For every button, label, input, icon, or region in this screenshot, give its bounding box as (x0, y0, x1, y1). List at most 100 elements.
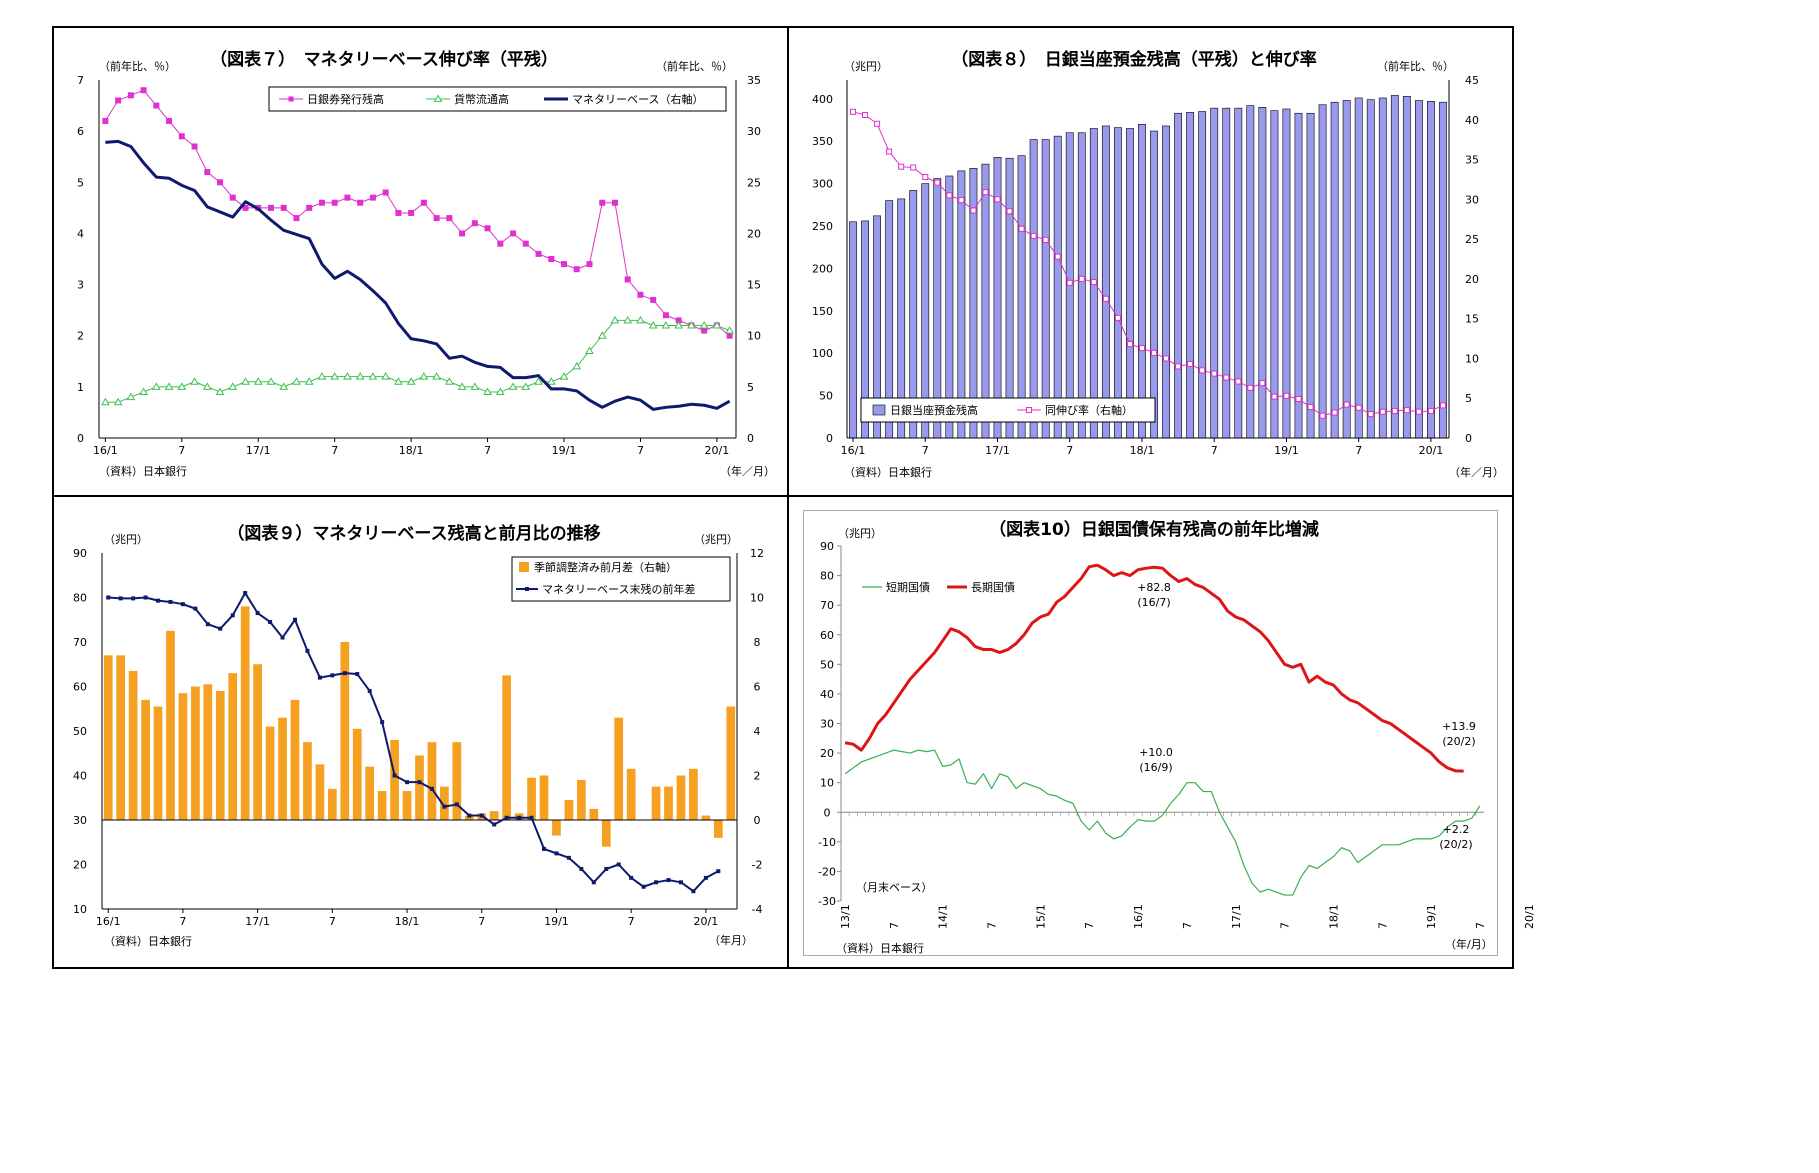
y-tick-label: 0 (77, 432, 84, 445)
fig8-point (982, 189, 989, 196)
y-tick-label: 10 (820, 777, 834, 790)
fig8-point (1415, 408, 1422, 415)
fig9-bar (427, 742, 437, 820)
y-tick-label: 300 (812, 178, 833, 191)
fig7-point (280, 204, 287, 211)
fig10-annotation-date: (20/2) (1439, 838, 1472, 851)
fig7-point (495, 387, 505, 395)
fig10-series-line-1 (844, 563, 1464, 773)
fig8-legend-marker (1026, 407, 1032, 413)
fig8-point (874, 120, 881, 127)
fig7-point (522, 240, 529, 247)
fig9-bar (141, 699, 150, 820)
fig8-point (1102, 295, 1109, 302)
fig7-point (699, 320, 709, 329)
fig7-legend-marker (288, 96, 294, 102)
x-tick-label: 7 (1211, 444, 1218, 457)
y-tick-label: 20 (747, 227, 761, 240)
fig9-point (355, 672, 360, 677)
fig7-point (623, 315, 633, 324)
fig8-point (922, 174, 929, 181)
fig7-point (701, 327, 708, 334)
fig8-bar (1342, 100, 1351, 439)
y-tick-label: -30 (818, 895, 836, 908)
fig9-legend-marker (525, 587, 529, 591)
y-tick-label: 0 (826, 432, 833, 445)
fig7-point (368, 372, 378, 380)
fig8-point (1391, 407, 1398, 414)
y-tick-label: 100 (812, 347, 833, 360)
fig7-point (381, 372, 391, 380)
fig8-point (898, 163, 905, 170)
fig7-point (585, 346, 594, 355)
fig8-point (1223, 374, 1230, 381)
fig8-bar (1378, 97, 1387, 439)
x-tick-label: 7 (331, 444, 338, 457)
fig8-point (1042, 236, 1049, 243)
fig9-point (268, 619, 273, 624)
y-tick-label: 20 (1465, 273, 1479, 286)
fig8-point (1319, 412, 1326, 419)
fig9-right-unit: （兆円） (694, 533, 738, 546)
fig9-bar (701, 815, 711, 820)
fig9-bar (452, 742, 462, 820)
fig8-point (1018, 225, 1025, 232)
y-tick-label: 5 (747, 381, 754, 394)
x-tick-label: 19/1 (1425, 904, 1438, 929)
fig9-point (641, 884, 646, 889)
fig7-point (191, 143, 198, 150)
fig7-point (344, 194, 351, 201)
fig8-bar (981, 163, 990, 439)
fig7-point (508, 382, 518, 390)
fig8-point (1247, 384, 1254, 391)
x-tick-label: 18/1 (1327, 904, 1340, 929)
fig8-point (1283, 392, 1290, 399)
fig8-bar (1258, 107, 1267, 439)
fig9-bar (116, 655, 126, 820)
fig7-point (572, 361, 582, 370)
x-tick-label: 16/1 (841, 444, 866, 457)
fig7-point (457, 382, 467, 390)
fig9-bar (128, 670, 138, 820)
fig10-source: （資料）日本銀行 (836, 941, 924, 955)
fig8-point (1078, 275, 1085, 282)
fig7-legend-box (268, 86, 727, 112)
fig7-point (292, 377, 301, 385)
fig7-point (470, 382, 480, 390)
fig9-bar (726, 706, 736, 820)
y-tick-label: 4 (77, 227, 84, 240)
fig9-point (566, 855, 571, 860)
fig8-bar (1029, 139, 1038, 439)
fig9-point (280, 635, 285, 640)
fig7-point (153, 102, 160, 109)
fig10-title: （図表10）日銀国債保有残高の前年比増減 (989, 519, 1319, 540)
fig9-bar (489, 811, 499, 820)
fig9-bar (390, 739, 399, 820)
fig7-point (484, 225, 491, 232)
fig9-point (255, 611, 260, 616)
y-tick-label: 30 (747, 125, 761, 138)
fig7-left-unit: （前年比、％） (99, 59, 176, 73)
fig9-bar (664, 786, 673, 820)
fig9-bar (651, 786, 661, 820)
fig9-point (542, 846, 547, 851)
fig7-point (725, 326, 735, 334)
x-tick-label: 20/1 (1523, 904, 1536, 929)
y-tick-label: 40 (1465, 114, 1479, 127)
y-tick-label: 400 (812, 93, 833, 106)
fig8-svg: （図表８） 日銀当座預金残高（平残）と伸び率 （兆円） （前年比、％） （資料）… (812, 49, 1504, 479)
fig8-point (1331, 409, 1338, 416)
x-tick-label: 20/1 (694, 915, 719, 928)
fig8-bar (1402, 95, 1411, 439)
fig9-bar (215, 690, 225, 820)
y-tick-label: 50 (820, 658, 834, 671)
fig9-bar (153, 706, 163, 820)
x-tick-label: 19/1 (544, 915, 569, 928)
fig9-bar (713, 820, 723, 838)
fig9-bar (166, 630, 175, 820)
fig9-point (305, 648, 310, 653)
y-tick-label: 70 (73, 636, 87, 649)
x-tick-label: 7 (178, 444, 185, 457)
fig7-point (369, 194, 376, 201)
fig9-point (654, 880, 659, 885)
